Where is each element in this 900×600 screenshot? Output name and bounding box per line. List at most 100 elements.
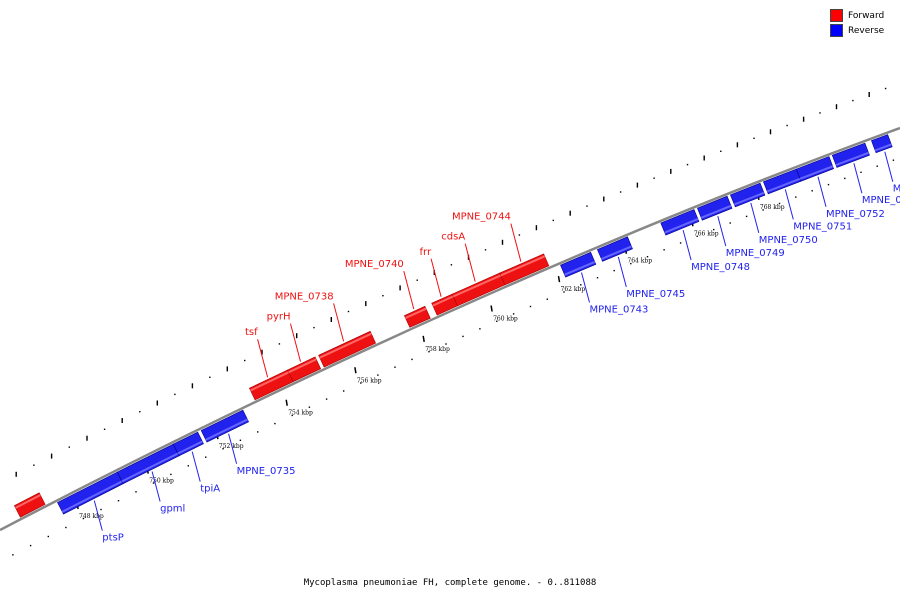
scale-dot bbox=[596, 277, 599, 279]
gene-block[interactable] bbox=[404, 305, 431, 328]
gene-block[interactable] bbox=[660, 209, 700, 236]
scale-dot bbox=[729, 222, 731, 224]
gene-block[interactable] bbox=[13, 492, 46, 518]
kbp-tick-label: 760 kbp bbox=[493, 316, 518, 323]
scale-dot bbox=[187, 465, 189, 467]
scale-dot bbox=[786, 124, 788, 127]
legend-item-reverse: Reverse bbox=[830, 23, 892, 38]
scale-dot bbox=[205, 456, 207, 458]
scale-dot bbox=[296, 333, 298, 339]
scale-dot bbox=[703, 155, 705, 161]
gene-label-leader bbox=[750, 202, 760, 234]
gene-block[interactable] bbox=[871, 134, 893, 154]
scale-dot bbox=[394, 366, 396, 368]
scale-dot bbox=[496, 320, 498, 322]
kbp-tick bbox=[285, 399, 288, 406]
gene-block[interactable] bbox=[318, 330, 376, 368]
gene-label: frr bbox=[420, 247, 432, 258]
scale-dot bbox=[325, 398, 328, 400]
scale-dot bbox=[68, 446, 70, 448]
gene-block[interactable] bbox=[287, 356, 322, 383]
gene-highlight bbox=[601, 245, 632, 260]
scale-dot bbox=[50, 453, 53, 459]
gene-label: MPNE_0750 bbox=[759, 235, 818, 246]
scale-dot bbox=[769, 129, 772, 135]
kbp-ticks: 748 kbp 750 kbp 752 kbp 754 kbp 756 kbp 758 k… bbox=[76, 193, 785, 520]
gene-block[interactable] bbox=[831, 142, 870, 168]
gene-label-leader bbox=[257, 339, 269, 378]
scale-dot bbox=[586, 205, 588, 207]
scale-dot bbox=[222, 448, 224, 450]
scale-dot bbox=[736, 142, 739, 148]
scale-dot bbox=[860, 171, 862, 173]
scale-dot bbox=[876, 165, 878, 167]
scale-dot bbox=[646, 256, 649, 258]
gene-label: MPNE_0753 bbox=[862, 195, 900, 206]
gene-highlight bbox=[799, 165, 834, 180]
gene-block[interactable] bbox=[57, 471, 124, 515]
gene-label-leader bbox=[784, 189, 794, 220]
scale-dot bbox=[382, 295, 384, 297]
gene-label-leader bbox=[151, 471, 161, 502]
scale-dot bbox=[33, 464, 35, 466]
scale-dot bbox=[802, 116, 805, 122]
gene-highlight bbox=[121, 452, 179, 483]
scale-dot bbox=[15, 471, 17, 477]
gene-label: gpml bbox=[160, 504, 185, 515]
scale-dots bbox=[12, 87, 895, 556]
gene-highlight bbox=[319, 332, 372, 359]
scale-dot bbox=[12, 554, 14, 556]
scale-dot bbox=[762, 209, 764, 211]
scale-dot bbox=[121, 418, 123, 423]
scale-dot bbox=[580, 284, 582, 286]
scale-dot bbox=[313, 326, 315, 329]
kbp-tick-label: 762 kbp bbox=[561, 286, 586, 293]
genome-caption: Mycoplasma pneumoniae FH, complete genom… bbox=[303, 578, 597, 588]
gene-block[interactable] bbox=[795, 156, 834, 182]
scale-dot bbox=[819, 112, 821, 114]
scale-dot bbox=[170, 473, 172, 476]
scale-dot bbox=[552, 219, 554, 222]
gene-block[interactable] bbox=[200, 409, 250, 443]
gene-highlight bbox=[432, 295, 454, 307]
gene-label: pyrH bbox=[267, 312, 291, 323]
scale-dot bbox=[117, 500, 120, 502]
gene-block[interactable] bbox=[499, 253, 550, 286]
gene-highlight bbox=[835, 151, 869, 166]
scale-dot bbox=[411, 358, 413, 361]
scale-dot bbox=[135, 491, 137, 493]
gene-block[interactable] bbox=[560, 251, 597, 278]
scale-dot bbox=[546, 298, 548, 300]
legend-label-reverse: Reverse bbox=[848, 25, 885, 36]
scale-dot bbox=[518, 234, 521, 236]
gene-label-leader bbox=[290, 323, 301, 362]
scale-dot bbox=[274, 422, 276, 425]
scale-dot bbox=[630, 262, 632, 265]
gene-label: MPNE_0740 bbox=[345, 259, 404, 270]
gene-label: ptsP bbox=[102, 533, 124, 544]
gene-highlight bbox=[405, 307, 427, 319]
scale-dot bbox=[484, 249, 487, 251]
scale-dot bbox=[603, 196, 605, 202]
gene-block[interactable] bbox=[730, 182, 766, 208]
scale-dot bbox=[100, 508, 102, 511]
gene-highlight bbox=[177, 440, 203, 455]
gene-label-leader bbox=[510, 223, 522, 262]
scale-dot bbox=[360, 382, 362, 384]
gene-label-leader bbox=[884, 151, 894, 182]
scale-dot bbox=[852, 99, 854, 102]
scale-dot bbox=[653, 177, 655, 179]
gene-highlight bbox=[564, 260, 596, 276]
legend-label-forward: Forward bbox=[848, 10, 885, 21]
scale-dot bbox=[365, 301, 367, 307]
gene-label-leader bbox=[617, 256, 627, 288]
gene-block[interactable] bbox=[697, 195, 733, 221]
gene-label: MPNE_0735 bbox=[237, 466, 296, 477]
gene-block[interactable] bbox=[597, 236, 633, 262]
gene-block[interactable] bbox=[172, 431, 204, 457]
scale-dot bbox=[696, 235, 698, 237]
scale-dot bbox=[156, 400, 158, 406]
gene-label: MPNE_0743 bbox=[590, 305, 649, 316]
kbp-tick bbox=[557, 275, 561, 283]
